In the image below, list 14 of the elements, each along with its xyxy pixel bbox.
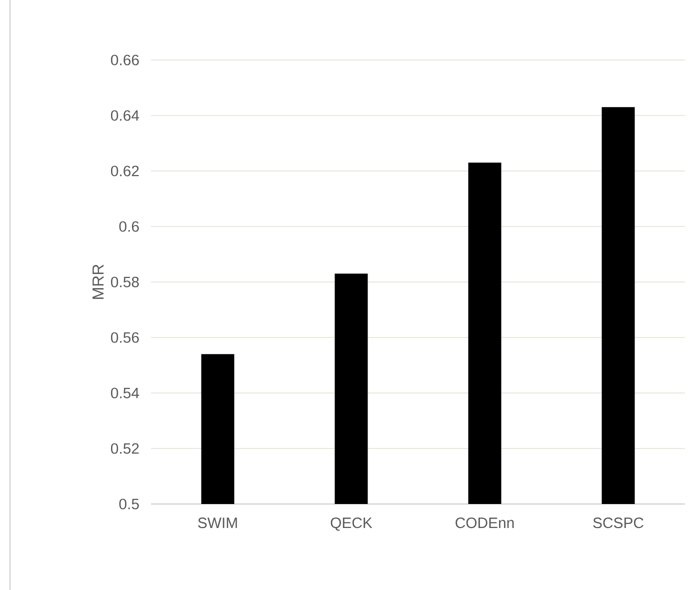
y-tick-label: 0.58	[110, 276, 139, 288]
y-tick-label: 0.64	[110, 110, 140, 121]
y-tick-label: 0.5	[119, 498, 139, 510]
y-tick-label: 0.62	[110, 166, 139, 176]
y-tick-label: 0.54	[110, 388, 140, 398]
x-tick-label: SWIM	[198, 518, 237, 528]
x-tick-label: SCSPC	[593, 518, 644, 528]
y-tick-label: 0.66	[110, 54, 139, 66]
x-tick-label: QECK	[330, 518, 372, 531]
y-tick-label: 0.6	[119, 221, 139, 232]
x-tick-label: CODEnn	[456, 518, 514, 528]
y-axis-title: MRR	[92, 264, 104, 299]
y-tick-label: 0.52	[110, 443, 139, 454]
y-tick-label: 0.56	[110, 332, 139, 343]
